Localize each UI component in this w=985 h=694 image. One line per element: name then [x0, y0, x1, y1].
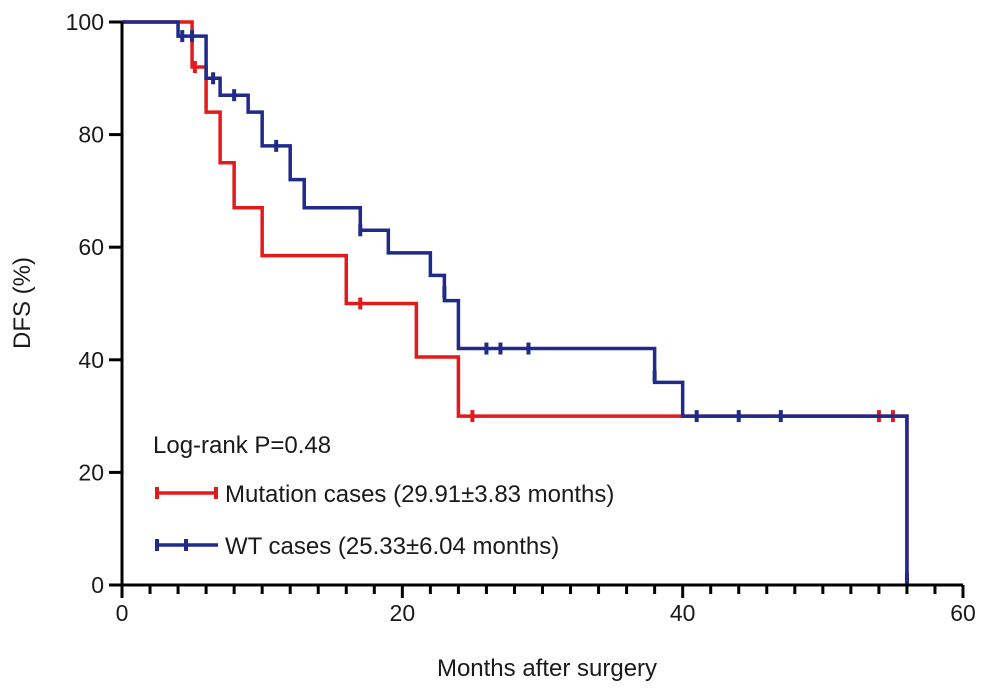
- legend-label-wt: WT cases (25.33±6.04 months): [225, 533, 559, 560]
- y-ticks: 0 20 40 60 80 100: [66, 9, 122, 598]
- x-tick-label-40: 40: [670, 600, 696, 626]
- x-tick-label-60: 60: [950, 600, 976, 626]
- y-axis-title: DFS (%): [9, 257, 36, 349]
- legend: Mutation cases (29.91±3.83 months) WT ca…: [155, 481, 614, 560]
- legend-item-wt: WT cases (25.33±6.04 months): [155, 533, 559, 560]
- y-tick-label-40: 40: [78, 347, 104, 373]
- y-tick-label-20: 20: [78, 459, 104, 485]
- x-tick-label-20: 20: [390, 600, 416, 626]
- x-tick-label-0: 0: [116, 600, 129, 626]
- y-tick-label-80: 80: [78, 122, 104, 148]
- y-tick-label-60: 60: [78, 234, 104, 260]
- legend-item-mutation: Mutation cases (29.91±3.83 months): [155, 481, 614, 508]
- x-ticks: 0 20 40 60: [116, 585, 976, 626]
- series-layer: [122, 20, 909, 586]
- x-axis-title: Months after surgery: [437, 655, 657, 682]
- legend-label-mutation: Mutation cases (29.91±3.83 months): [225, 481, 614, 508]
- y-tick-label-100: 100: [66, 9, 104, 35]
- series-line-wt: [122, 20, 909, 585]
- plot-area: 0 20 40 60 0 20 40 60 80 100: [66, 9, 976, 626]
- log-rank-annotation: Log-rank P=0.48: [153, 432, 331, 459]
- y-tick-label-0: 0: [91, 572, 104, 598]
